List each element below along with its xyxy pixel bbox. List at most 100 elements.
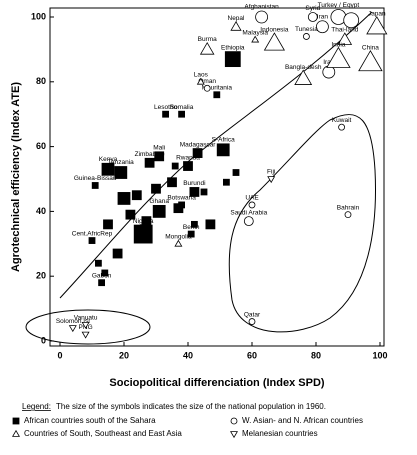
marker — [114, 166, 128, 179]
marker — [337, 32, 353, 45]
x-tick-label: 0 — [57, 350, 62, 360]
point-label: Mongolia — [165, 234, 192, 241]
marker — [338, 123, 346, 131]
marker — [91, 182, 99, 189]
marker — [81, 321, 90, 329]
trend-curve — [59, 11, 373, 299]
marker — [343, 12, 360, 29]
marker — [125, 209, 136, 220]
marker — [173, 203, 184, 214]
point-label: Fiji — [267, 169, 275, 176]
marker — [192, 148, 203, 158]
x-tick-label: 40 — [183, 350, 193, 360]
marker — [151, 183, 161, 194]
marker — [178, 110, 186, 118]
point-label: Turkey / Egypt — [318, 2, 360, 9]
marker — [199, 42, 215, 55]
marker — [326, 46, 351, 68]
marker — [315, 20, 329, 34]
point-label: Laos — [194, 72, 209, 79]
marker — [152, 204, 166, 218]
point-label: Mali — [153, 145, 165, 152]
marker — [144, 157, 155, 168]
point-label: China — [362, 45, 379, 52]
point-label: Tunesia — [295, 26, 318, 33]
marker — [167, 177, 177, 188]
legend-title: Legend: — [22, 402, 51, 411]
point-label: Bahrain — [337, 204, 360, 211]
point-label: Thai-land — [331, 26, 358, 33]
marker — [255, 10, 269, 24]
marker — [103, 219, 113, 230]
marker — [190, 220, 198, 228]
marker — [307, 12, 318, 22]
point-label: S-Africa — [212, 137, 236, 144]
marker — [88, 237, 96, 244]
point-label: Nepal — [228, 15, 246, 22]
marker — [101, 162, 115, 176]
x-tick-label: 80 — [311, 350, 321, 360]
legend-marker — [12, 429, 20, 437]
marker — [117, 192, 131, 205]
marker — [302, 33, 310, 40]
point-label: Solomon Isl — [56, 318, 91, 325]
marker — [189, 187, 200, 197]
point-label: Rwanda — [176, 154, 200, 161]
y-tick-label: 20 — [36, 271, 46, 281]
point-label: Saudi Arabia — [230, 209, 267, 216]
marker — [112, 248, 123, 259]
point-label: Vanuatu — [74, 315, 98, 322]
marker — [81, 331, 90, 339]
marker — [68, 325, 77, 333]
marker — [154, 151, 165, 162]
y-tick-label: 80 — [36, 76, 46, 86]
point-label: Cent.AfricRep — [72, 230, 113, 237]
legend-label: Countries of South, Southeast and East A… — [24, 429, 182, 438]
y-tick-label: 40 — [36, 206, 46, 216]
point-label: Ethiopia — [221, 44, 245, 51]
marker — [183, 161, 193, 171]
point-label: Iraq — [323, 59, 335, 66]
marker — [162, 110, 170, 118]
legend-label: W. Asian- and N. African countries — [242, 416, 363, 425]
x-tick-label: 20 — [119, 350, 129, 360]
y-axis-label: Agrotechnical efficiency (Index ATE) — [10, 82, 22, 272]
point-label: Botswana — [167, 195, 196, 202]
y-tick-label: 100 — [31, 11, 46, 21]
marker — [131, 190, 142, 201]
y-tick-label: 60 — [36, 141, 46, 151]
point-label: Ghana — [149, 198, 169, 205]
point-label: Oman — [198, 78, 216, 85]
marker — [248, 318, 256, 325]
point-label: UAE — [245, 195, 259, 202]
marker — [200, 188, 208, 196]
group-outline — [228, 114, 376, 333]
group-outline — [25, 309, 151, 345]
point-label: Kenya — [99, 156, 118, 163]
marker — [95, 259, 102, 267]
marker — [243, 216, 254, 227]
marker — [205, 219, 216, 230]
point-label: Burundi — [183, 180, 205, 187]
marker — [344, 211, 352, 219]
marker — [267, 176, 276, 184]
marker — [213, 91, 221, 99]
legend-marker — [12, 417, 20, 425]
point-label: Zimbabwe — [135, 151, 165, 158]
point-label: Madagascar — [180, 141, 217, 148]
point-label: Indonesia — [260, 27, 289, 34]
point-label: Tanzania — [108, 159, 134, 166]
marker — [141, 216, 152, 227]
x-tick-label: 60 — [247, 350, 257, 360]
marker — [222, 178, 230, 186]
marker — [187, 230, 195, 238]
marker — [294, 69, 313, 85]
point-label: Kuwait — [332, 117, 352, 124]
legend-note: The size of the symbols indicates the si… — [56, 402, 326, 411]
point-label: Burma — [198, 36, 218, 43]
marker — [98, 279, 105, 287]
point-label: Mauritania — [202, 84, 233, 91]
marker — [224, 51, 241, 68]
point-label: Bangla-desh — [285, 64, 322, 71]
